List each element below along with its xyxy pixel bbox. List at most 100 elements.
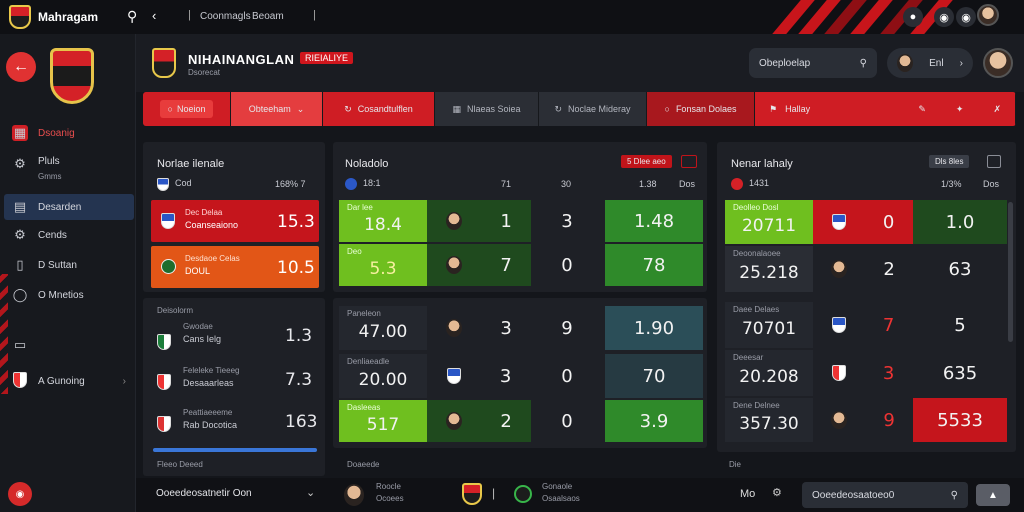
notification-icon[interactable]: ◉ [934,7,954,27]
odds-cell[interactable]: Dar lee 18.4 [339,200,427,242]
odds-cell[interactable]: Dene Delnee 357.30 [725,398,813,442]
tab-nlaeas-soiea[interactable]: ▦ Nlaeas Soiea [435,92,539,126]
score-cell[interactable]: 0 [531,244,603,286]
cell-label: Dar lee [347,203,373,212]
grid-icon: ▦ [452,103,461,114]
odds-cell[interactable]: Deoonalaoee 25.218 [725,246,813,292]
filter-button[interactable]: 5 Dlee aeo [621,155,672,168]
odds-cell[interactable]: Paneleon 47.00 [339,306,427,350]
tab-hallay[interactable]: ⚑ Hallay ✎ ✦ ✗ [755,92,1016,126]
breadcrumb-secondary[interactable]: Beoam [252,11,284,22]
player-avatar [446,212,463,230]
score-cell[interactable]: 3 [427,354,531,398]
odds-row[interactable]: Desdaoe Celas DOUL 10.5 [151,246,319,288]
score-cell[interactable]: 3 [427,306,531,350]
breadcrumb[interactable]: Coonmagls [200,11,251,22]
bottom-search-input[interactable]: Ooeedeosaatoeo0 ⚲ [802,482,968,508]
pen-icon[interactable]: ✎ [918,103,926,114]
sidebar-item-cends[interactable]: ⚙ Cends [4,222,134,248]
tab-obteeham[interactable]: Obteeham ⌄ [231,92,323,126]
score-cell[interactable]: 2 [813,246,913,292]
club-crest-icon [50,48,94,104]
search-input[interactable]: Obeploelap ⚲ [749,48,877,78]
chat-icon[interactable]: ● [903,7,923,27]
score-value: 2 [500,410,512,432]
toggle-icon[interactable] [987,155,1001,168]
chevron-left-icon[interactable]: ‹ [152,8,157,23]
tab-noeion[interactable]: ○ Noeion [143,92,231,126]
list-item[interactable]: Gwodae Cans Ielg 1.3 [157,322,319,364]
tab-cosandtulflen[interactable]: ↻ Cosandtulflen [323,92,435,126]
back-arrow-icon[interactable]: ← [6,52,36,82]
chevron-down-icon[interactable]: ⌄ [306,487,316,499]
send-button[interactable]: ▲ [976,484,1010,506]
odds-cell[interactable]: 1.0 [913,200,1007,244]
score-cell[interactable]: 0 [813,200,913,244]
odds-cell[interactable]: Daee Delaes 70701 [725,302,813,348]
odds-value: 517 [366,415,400,435]
card-icon: ▦ [12,125,28,141]
score-cell[interactable]: 2 [427,400,531,442]
score-cell[interactable]: 1 [427,200,531,242]
panel-header: 18:1 [345,178,381,190]
score-cell[interactable]: 7 [813,302,913,348]
score-cell[interactable]: 0 [531,400,603,442]
odds-cell[interactable]: Deolleo Dosl 20711 [725,200,813,244]
sidebar-item-desarden[interactable]: ▤ Desarden [4,194,134,220]
link-icon[interactable]: ✗ [993,103,1001,114]
filter-button[interactable]: Dls 8les [929,155,970,168]
score-cell[interactable]: 3 [813,350,913,396]
list-item[interactable]: Feleleke Tieeeg Desaaarleas 7.3 [157,366,319,408]
gear-icon[interactable]: ⚙ [772,487,782,499]
odds-value: 1.0 [945,211,975,233]
toggle-icon[interactable] [681,155,697,168]
score-cell[interactable]: 3 [531,200,603,242]
settings-icon[interactable]: ◉ [956,7,976,27]
odds-cell[interactable]: 3.9 [605,400,703,442]
odds-cell[interactable]: Deo 5.3 [339,244,427,286]
sidebar-item-label: A Gunoing [38,375,85,387]
score-cell[interactable]: 0 [531,354,603,398]
odds-cell[interactable]: Dasleeas 517 [339,400,427,442]
tab-label: Cosandtulflen [357,104,413,114]
user-menu[interactable]: Enl › [887,48,973,78]
tab-noclae-mideray[interactable]: ↻ Noclae Mideray [539,92,647,126]
sidebar-item-mnetios[interactable]: ◯ O Mnetios [4,282,134,308]
odds-cell[interactable]: 63 [913,246,1007,292]
sidebar-item-label: Cends [38,229,67,241]
list-item[interactable]: Peattiaeeeme Rab Docotica 163 [157,408,319,450]
search-icon[interactable]: ⚲ [127,8,138,24]
sidebar-item-dsoanig[interactable]: ▦ Dsoanig [4,120,134,146]
sidebar-item-pluls[interactable]: ⚙ Pluls Gmms [4,150,134,184]
bottom-select[interactable]: Ooeedeosatnetir Oon [156,488,252,499]
record-icon[interactable]: ◉ [8,482,32,506]
odds-cell[interactable]: Denliaeadle 20.00 [339,354,427,398]
odds-cell[interactable]: 70 [605,354,703,398]
gear-icon: ⚙ [14,156,26,171]
score-cell[interactable]: 7 [427,244,531,286]
score-cell[interactable]: 9 [813,398,913,442]
odds-value: 1.48 [633,210,675,232]
odds-row[interactable]: Dec Delaa Coanseaiono 15.3 [151,200,319,242]
odds-cell[interactable]: 1.48 [605,200,703,242]
user-avatar[interactable] [977,4,999,26]
sidebar-item-gunoing[interactable]: A Gunoing › [4,368,134,394]
odds-cell[interactable]: 1.90 [605,306,703,350]
cell-label: Paneleon [347,309,381,318]
score-value: 7 [882,314,895,336]
row-sublabel: Coanseaiono [185,220,239,230]
odds-cell[interactable]: 5533 [913,398,1007,442]
odds-cell[interactable]: 5 [913,302,1007,348]
search-icon: ⚲ [859,57,867,69]
score-cell[interactable]: 9 [531,306,603,350]
odds-cell[interactable]: 78 [605,244,703,286]
odds-cell[interactable]: Deeesar 20.208 [725,350,813,396]
sidebar-item-label: Desarden [38,201,82,213]
profile-avatar[interactable] [983,48,1013,78]
star-icon[interactable]: ✦ [955,103,964,114]
scrollbar[interactable] [1008,202,1013,342]
sidebar-item-suttan[interactable]: ▯ D Suttan [4,252,134,278]
tab-fonsan-dolaes[interactable]: ○ Fonsan Dolaes [647,92,755,126]
sidebar-item-monitor[interactable]: ▭ [4,332,134,358]
odds-cell[interactable]: 635 [913,350,1007,396]
